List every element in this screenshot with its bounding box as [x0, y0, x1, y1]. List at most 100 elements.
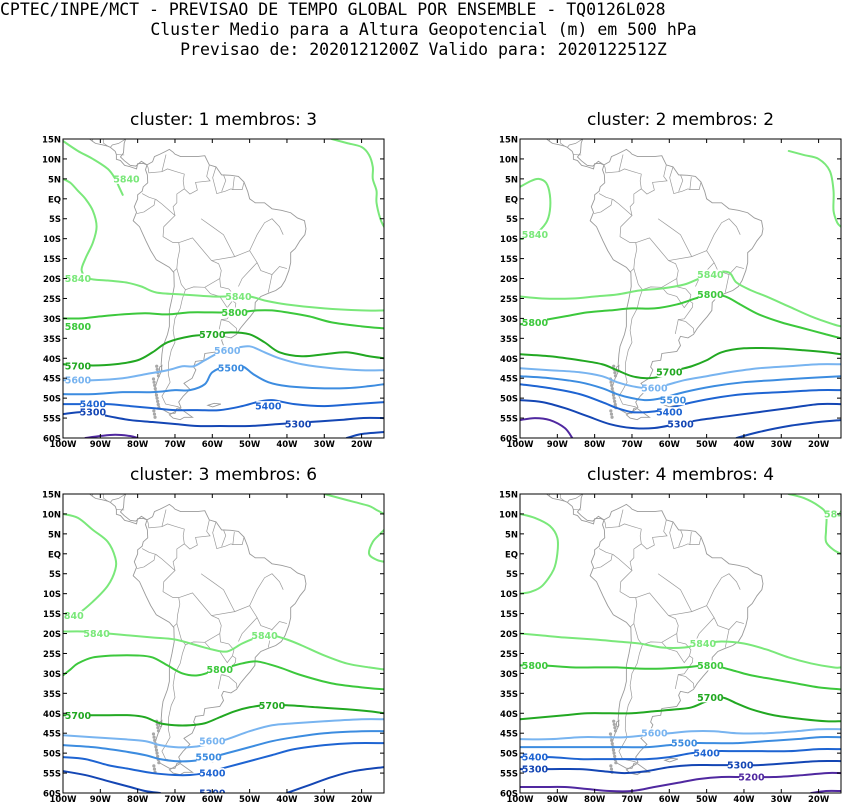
coastline — [545, 494, 764, 776]
contour-label-bg — [522, 764, 547, 775]
plot-frame — [62, 493, 385, 794]
contour-label: 5840 — [225, 292, 252, 303]
border-line — [618, 289, 643, 408]
contour-label: 5400 — [199, 769, 226, 780]
border-line — [221, 319, 238, 334]
lon-label: 80W — [127, 795, 149, 803]
border-line — [176, 237, 222, 291]
fjord-dot — [612, 751, 616, 755]
border-line — [184, 164, 211, 195]
contour-label: 5300 — [522, 765, 549, 776]
lon-label: 60W — [202, 795, 224, 803]
fjord-dot — [156, 399, 160, 403]
contour-label: 5500 — [660, 396, 687, 407]
border-line — [102, 494, 108, 502]
country-borders — [91, 494, 288, 763]
contour-5300 — [520, 399, 841, 430]
border-line — [668, 250, 745, 275]
fjord-dot — [152, 735, 156, 739]
land-outline — [589, 503, 764, 769]
lon-label: 80W — [584, 795, 606, 803]
contour-5200 — [84, 433, 139, 438]
border-line — [110, 139, 126, 148]
contour-label-bg — [65, 710, 90, 721]
lat-label: 15N — [499, 491, 518, 501]
lon-label: 60W — [659, 795, 681, 803]
africa-coast — [830, 83, 847, 123]
contour-5700 — [63, 704, 384, 727]
island-outline — [206, 402, 222, 408]
fjord-dot — [612, 719, 616, 723]
lon-label: 40W — [276, 440, 298, 450]
lat-label: 20S — [500, 630, 518, 640]
lat-label: 60S — [500, 790, 518, 800]
lat-label: 50S — [43, 395, 61, 405]
fjord-dot — [613, 754, 617, 758]
contour-label: 5300 — [285, 420, 312, 431]
contour-5400 — [520, 748, 841, 761]
lat-label: 60S — [500, 435, 518, 445]
contour-label-bg — [222, 307, 247, 318]
lon-axis: 100W 90W 80W 70W 60W 50W 40W 30W 20W — [49, 494, 373, 803]
lon-label: 20W — [351, 795, 373, 803]
fjord-dot — [156, 729, 161, 733]
fjord-dot — [613, 729, 618, 733]
contour-label: 5700 — [65, 711, 92, 722]
border-line — [674, 300, 694, 335]
contour-label: 5300 — [80, 408, 107, 419]
fjord-dot — [152, 764, 156, 768]
border-line — [211, 250, 288, 275]
contour-label: 5500 — [218, 364, 245, 375]
contour-label: 5840 — [824, 509, 847, 520]
cluster-panel-2: cluster: 2 membros: 2 5840 5840 5800 5800 570… — [499, 83, 847, 450]
border-line — [221, 529, 227, 547]
lon-label: 20W — [351, 440, 373, 450]
border-line — [232, 531, 235, 545]
lat-label: 15N — [499, 136, 518, 146]
contour-5840 — [520, 632, 841, 669]
lat-label: 5S — [506, 570, 518, 580]
lat-label: 5N — [505, 175, 518, 185]
contour-label: 5700 — [199, 330, 226, 341]
contour-label-bg — [698, 660, 723, 671]
lon-label: 100W — [506, 440, 534, 450]
fjord-dot — [610, 738, 614, 742]
border-line — [633, 237, 679, 291]
contour-5800 — [63, 654, 384, 691]
lat-label: 10N — [499, 510, 518, 520]
lon-label: 60W — [202, 440, 224, 450]
lat-label: 30S — [43, 315, 61, 325]
border-line — [724, 629, 730, 648]
lat-label: 30S — [500, 670, 518, 680]
lon-axis: 100W 90W 80W 70W 60W 50W 40W 30W 20W — [49, 139, 373, 450]
lat-label: 10N — [42, 155, 61, 165]
border-line — [678, 529, 684, 547]
border-line — [212, 521, 245, 550]
contour-label-bg — [207, 664, 232, 675]
lat-label: 50S — [500, 750, 518, 760]
fjord-dot — [609, 412, 614, 416]
border-line — [695, 617, 715, 642]
contour-label-bg — [642, 728, 667, 739]
contour-label-bg — [226, 291, 251, 302]
fjord-dot — [614, 761, 618, 765]
lat-label: 10S — [43, 235, 61, 245]
contour-label-bg — [256, 401, 281, 412]
fjord-dot — [609, 409, 613, 413]
lon-label: 90W — [90, 795, 112, 803]
lat-label: 40S — [500, 710, 518, 720]
lat-label: 55S — [500, 770, 518, 780]
contour-label: 5600 — [199, 737, 226, 748]
contour-label: 5200 — [738, 773, 765, 784]
border-line — [161, 509, 167, 527]
border-line — [633, 592, 679, 646]
plot-area: 5840584058005800570056005500540053005400… — [520, 494, 847, 793]
contour-labels: 5840584058005800570056005500540053005400… — [522, 508, 847, 784]
lat-label: EQ — [505, 195, 518, 205]
contour-5700 — [63, 331, 384, 367]
border-line — [161, 154, 167, 172]
lon-label: 50W — [696, 440, 718, 450]
contour-label: 5840 — [697, 270, 724, 281]
border-line — [689, 531, 692, 545]
border-line — [221, 174, 227, 192]
